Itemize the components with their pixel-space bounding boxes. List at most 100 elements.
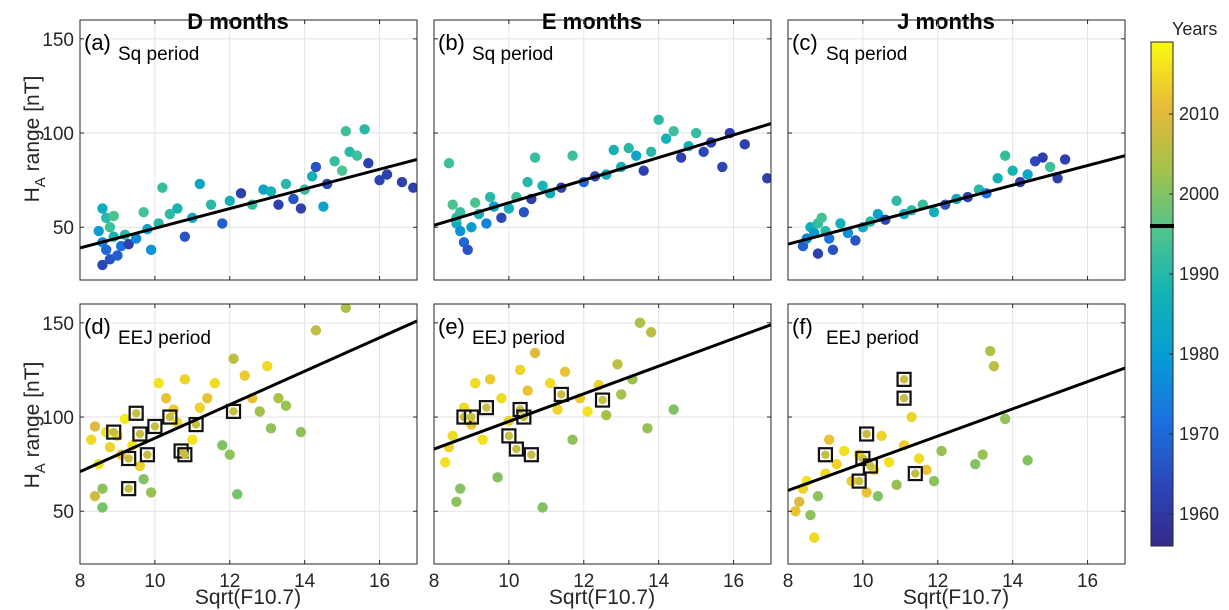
data-point bbox=[202, 393, 213, 404]
data-point bbox=[739, 139, 750, 150]
x-tick-label: 10 bbox=[498, 571, 519, 592]
data-point bbox=[451, 496, 462, 508]
panel-tag: (f) bbox=[792, 314, 813, 339]
highlight-box bbox=[173, 443, 189, 459]
data-point bbox=[273, 199, 284, 210]
y-tick-label: 150 bbox=[42, 314, 74, 335]
data-point bbox=[816, 212, 827, 224]
column-title-j: J months bbox=[897, 9, 995, 34]
x-tick-label: 16 bbox=[1077, 571, 1098, 592]
data-point bbox=[224, 195, 235, 207]
data-point bbox=[239, 370, 250, 381]
highlighted-point bbox=[191, 420, 201, 429]
data-point bbox=[179, 231, 191, 242]
data-point bbox=[634, 317, 646, 329]
axes-frame bbox=[79, 303, 418, 565]
data-point bbox=[295, 426, 307, 438]
data-point bbox=[280, 400, 292, 411]
data-point bbox=[503, 203, 515, 214]
colorbar-tick-label: 1960 bbox=[1179, 504, 1219, 524]
data-point bbox=[469, 197, 481, 208]
data-point bbox=[906, 411, 917, 423]
data-point bbox=[496, 393, 507, 404]
data-point bbox=[623, 142, 634, 154]
svg-text:HA range [nT]: HA range [nT] bbox=[21, 76, 49, 203]
data-point bbox=[310, 325, 322, 336]
data-point bbox=[601, 409, 612, 421]
panel-label: Sq period bbox=[118, 44, 199, 65]
panel-label: Sq period bbox=[826, 44, 907, 65]
plot-area bbox=[788, 345, 1125, 543]
data-point bbox=[883, 457, 895, 468]
x-axis-label-d: Sqrt(F10.7) bbox=[195, 586, 301, 609]
highlighted-point bbox=[557, 390, 566, 399]
highlight-box bbox=[594, 392, 611, 408]
data-point bbox=[616, 389, 627, 400]
panels-group: 50 100 150 (a) Sq period (b) Sq period (c) Sq pe… bbox=[42, 19, 1126, 592]
data-point bbox=[850, 235, 861, 246]
data-point bbox=[359, 124, 370, 135]
x-tick-label: 12 bbox=[927, 571, 948, 592]
highlight-box bbox=[851, 473, 867, 489]
highlight-box bbox=[463, 409, 480, 425]
data-point bbox=[97, 502, 108, 513]
data-point bbox=[690, 127, 702, 139]
panel-label: EEJ period bbox=[826, 328, 919, 349]
data-point bbox=[112, 250, 123, 261]
y-tick-label: 100 bbox=[42, 408, 74, 429]
x-tick-label: 14 bbox=[648, 571, 670, 592]
data-point bbox=[205, 199, 217, 210]
panel-tag: (c) bbox=[792, 30, 818, 55]
axes-frame bbox=[433, 303, 772, 565]
data-point bbox=[235, 188, 247, 199]
data-point bbox=[999, 150, 1011, 161]
highlight-box bbox=[121, 481, 137, 497]
data-point bbox=[138, 474, 149, 485]
data-point bbox=[790, 506, 801, 517]
data-point bbox=[835, 218, 846, 229]
data-point bbox=[484, 191, 496, 203]
data-point bbox=[698, 146, 709, 158]
data-point bbox=[89, 490, 101, 502]
data-point bbox=[157, 182, 168, 193]
data-point bbox=[891, 479, 902, 491]
data-point bbox=[1022, 455, 1033, 466]
plot-area bbox=[80, 124, 417, 271]
data-point bbox=[466, 222, 477, 233]
data-point bbox=[306, 171, 318, 182]
data-point bbox=[1007, 165, 1018, 176]
data-point bbox=[101, 244, 112, 256]
data-point bbox=[608, 144, 619, 156]
data-point bbox=[645, 146, 657, 158]
highlighted-point bbox=[527, 450, 536, 459]
data-point bbox=[794, 496, 805, 508]
data-point bbox=[559, 366, 571, 378]
data-point bbox=[265, 186, 277, 197]
highlight-box bbox=[907, 465, 923, 482]
highlighted-point bbox=[180, 450, 190, 459]
x-tick-label: 8 bbox=[75, 571, 86, 592]
highlight-box bbox=[478, 400, 495, 416]
data-point bbox=[876, 430, 887, 442]
data-point bbox=[89, 421, 101, 432]
data-point bbox=[134, 460, 146, 472]
colorbar-title: Years bbox=[1172, 19, 1217, 39]
data-point bbox=[514, 364, 526, 376]
highlighted-point bbox=[165, 412, 175, 422]
data-point bbox=[805, 509, 816, 521]
data-point bbox=[455, 483, 466, 494]
highlight-box bbox=[147, 418, 163, 435]
panel-label: EEJ period bbox=[472, 328, 565, 349]
data-point bbox=[496, 212, 507, 224]
data-point bbox=[928, 206, 940, 218]
highlighted-point bbox=[821, 450, 830, 459]
data-point bbox=[232, 489, 243, 500]
data-point bbox=[265, 423, 277, 434]
highlight-box bbox=[859, 426, 875, 442]
panel-tag: (a) bbox=[84, 30, 111, 55]
data-point bbox=[872, 208, 884, 220]
data-point bbox=[97, 259, 108, 271]
x-tick-label: 8 bbox=[429, 571, 440, 592]
data-point bbox=[970, 458, 981, 470]
data-point bbox=[660, 133, 672, 144]
